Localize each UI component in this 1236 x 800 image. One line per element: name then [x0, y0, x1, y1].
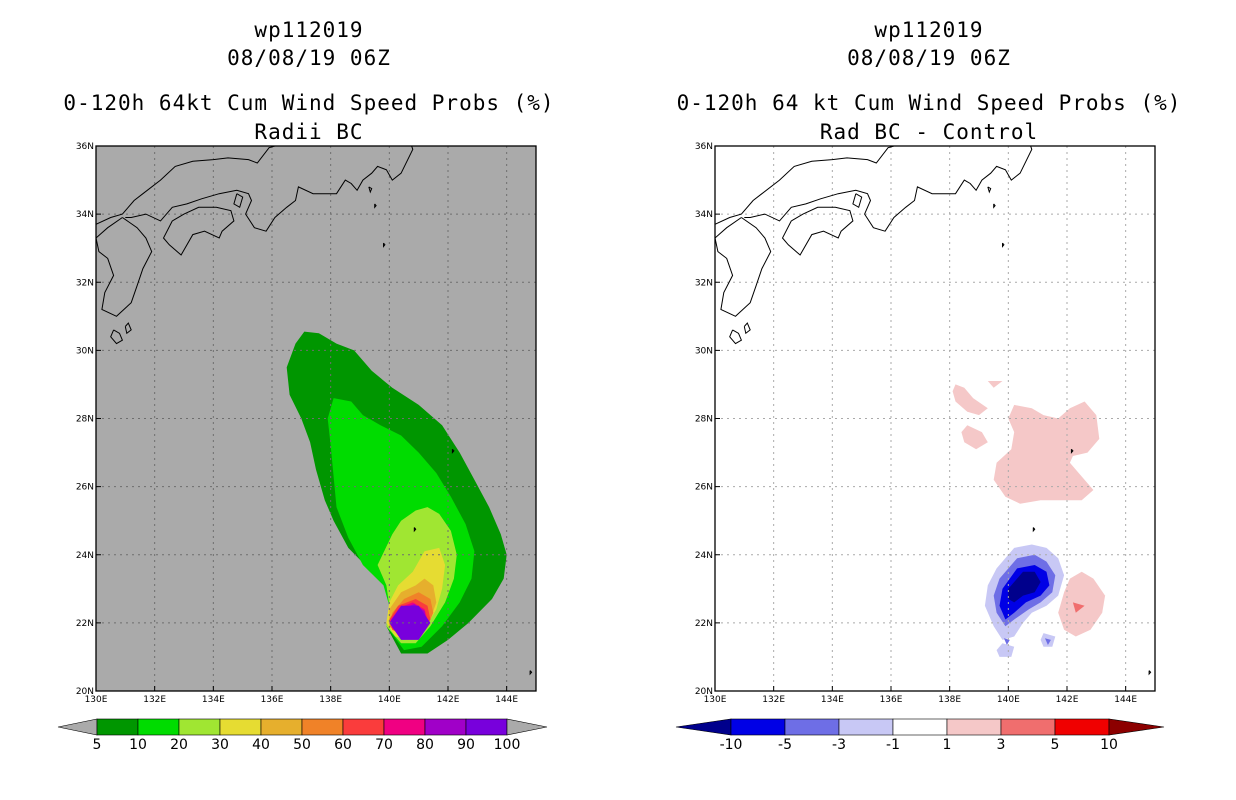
- right-map-ytick-label-8: 36N: [695, 142, 713, 152]
- left-colorbar-label-9: 90: [457, 737, 475, 753]
- left-colorbar-box-2: [179, 719, 220, 735]
- right-map-xtick-label-7: 144E: [1114, 695, 1137, 705]
- right-colorbar-label-0: -10: [720, 737, 743, 753]
- left-map-ytick-label-3: 26N: [76, 483, 94, 493]
- left-map-ytick-label-1: 22N: [76, 619, 94, 629]
- left-colorbar-box-4: [261, 719, 302, 735]
- left-colorbar-box-0: [97, 719, 138, 735]
- right-colorbar-label-1: -5: [778, 737, 792, 753]
- right-colorbar-label-5: 3: [997, 737, 1006, 753]
- left-colorbar-box-1: [138, 719, 179, 735]
- left-colorbar-box-5: [302, 719, 343, 735]
- right-map-ytick-label-2: 24N: [695, 551, 713, 561]
- right-map-xtick-label-6: 142E: [1056, 695, 1079, 705]
- right-colorbar-high-triangle: [1109, 719, 1164, 735]
- left-map-xtick-label-1: 132E: [143, 695, 166, 705]
- left-map-xtick-label-3: 136E: [261, 695, 284, 705]
- left-map-xtick-label-5: 140E: [378, 695, 401, 705]
- chart-canvas: 130E 132E 134E 136E 138E 140E 142E 144E20N22N24…: [0, 0, 1236, 800]
- right-colorbar-box-6: [1055, 719, 1109, 735]
- right-colorbar-box-1: [785, 719, 839, 735]
- left-colorbar-box-6: [343, 719, 384, 735]
- right-map-ytick-label-6: 32N: [695, 278, 713, 288]
- left-colorbar-box-8: [425, 719, 466, 735]
- right-colorbar-label-6: 5: [1051, 737, 1060, 753]
- left-colorbar-label-5: 50: [293, 737, 311, 753]
- left-map-ytick-label-5: 30N: [76, 346, 94, 356]
- right-colorbar-box-5: [1001, 719, 1055, 735]
- left-map-ytick-label-4: 28N: [76, 415, 94, 425]
- left-map-ytick-label-8: 36N: [76, 142, 94, 152]
- right-map-xtick-label-4: 138E: [938, 695, 961, 705]
- right-map-xtick-label-2: 134E: [821, 695, 844, 705]
- right-map-ytick-label-5: 30N: [695, 346, 713, 356]
- right-map-xtick-label-3: 136E: [880, 695, 903, 705]
- right-colorbar-label-2: -3: [832, 737, 846, 753]
- left-colorbar-high-triangle: [507, 719, 547, 735]
- left-map-xtick-label-6: 142E: [437, 695, 460, 705]
- right-map-ytick-label-1: 22N: [695, 619, 713, 629]
- right-colorbar-label-7: 10: [1100, 737, 1118, 753]
- left-map-xtick-label-4: 138E: [319, 695, 342, 705]
- right-colorbar-box-0: [731, 719, 785, 735]
- left-colorbar-box-3: [220, 719, 261, 735]
- left-colorbar-label-3: 30: [211, 737, 229, 753]
- right-colorbar-box-2: [839, 719, 893, 735]
- right-colorbar-label-4: 1: [943, 737, 952, 753]
- right-map-ytick-label-3: 26N: [695, 483, 713, 493]
- left-colorbar-box-7: [384, 719, 425, 735]
- left-colorbar-label-10: 100: [494, 737, 521, 753]
- left-colorbar-label-8: 80: [416, 737, 434, 753]
- left-colorbar: 5 10 20 30 40 50 60 70 80 90 100: [58, 719, 547, 753]
- left-map-xtick-label-2: 134E: [202, 695, 225, 705]
- right-map-ytick-label-4: 28N: [695, 415, 713, 425]
- left-colorbar-low-triangle: [58, 719, 97, 735]
- right-map-ytick-label-7: 34N: [695, 210, 713, 220]
- right-colorbar-label-3: -1: [886, 737, 900, 753]
- right-map-xtick-label-1: 132E: [762, 695, 785, 705]
- left-map: 130E 132E 134E 136E 138E 140E 142E 144E20N22N24…: [76, 27, 536, 705]
- left-colorbar-label-4: 40: [252, 737, 270, 753]
- left-map-ytick-label-7: 34N: [76, 210, 94, 220]
- left-colorbar-label-0: 5: [93, 737, 102, 753]
- right-map-xtick-label-5: 140E: [997, 695, 1020, 705]
- left-colorbar-label-1: 10: [129, 737, 147, 753]
- left-map-xtick-label-7: 144E: [495, 695, 518, 705]
- right-colorbar: -10 -5 -3 -1 1 3 5 10: [676, 719, 1164, 753]
- right-colorbar-box-4: [947, 719, 1001, 735]
- right-map-contour-3: [994, 402, 1100, 504]
- left-colorbar-label-2: 20: [170, 737, 188, 753]
- right-colorbar-low-triangle: [676, 719, 731, 735]
- left-map-ytick-label-0: 20N: [76, 687, 94, 697]
- left-map-ytick-label-6: 32N: [76, 278, 94, 288]
- left-colorbar-label-6: 60: [334, 737, 352, 753]
- right-map-ytick-label-0: 20N: [695, 687, 713, 697]
- left-colorbar-box-9: [466, 719, 507, 735]
- right-colorbar-box-3: [893, 719, 947, 735]
- left-colorbar-label-7: 70: [375, 737, 393, 753]
- left-map-ytick-label-2: 24N: [76, 551, 94, 561]
- right-map: 130E 132E 134E 136E 138E 140E 142E 144E 20N 22N 24…: [695, 27, 1155, 705]
